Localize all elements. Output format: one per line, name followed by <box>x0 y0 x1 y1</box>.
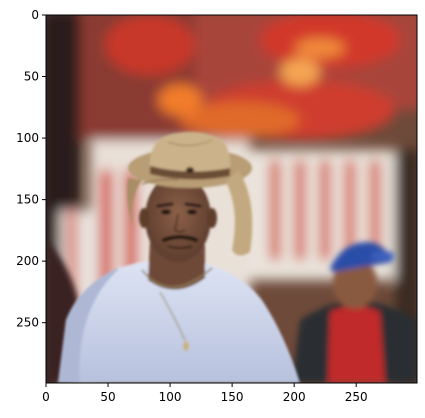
y-tick-label: 0 <box>31 8 39 22</box>
y-tick-label: 100 <box>16 131 39 145</box>
x-tick-label: 150 <box>221 390 244 404</box>
axes-frame <box>45 14 418 384</box>
photo <box>46 15 417 383</box>
x-tick-label: 0 <box>42 390 50 404</box>
x-tick-label: 50 <box>100 390 115 404</box>
x-tick-label: 250 <box>345 390 368 404</box>
y-tick-label: 200 <box>16 254 39 268</box>
y-axis: 0 50 100 150 200 250 <box>16 8 46 330</box>
y-tick-label: 50 <box>24 70 39 84</box>
x-tick-label: 100 <box>159 390 182 404</box>
y-tick-label: 150 <box>16 193 39 207</box>
x-axis: 0 50 100 150 200 250 <box>42 383 368 404</box>
y-tick-label: 250 <box>16 316 39 330</box>
x-tick-label: 200 <box>283 390 306 404</box>
